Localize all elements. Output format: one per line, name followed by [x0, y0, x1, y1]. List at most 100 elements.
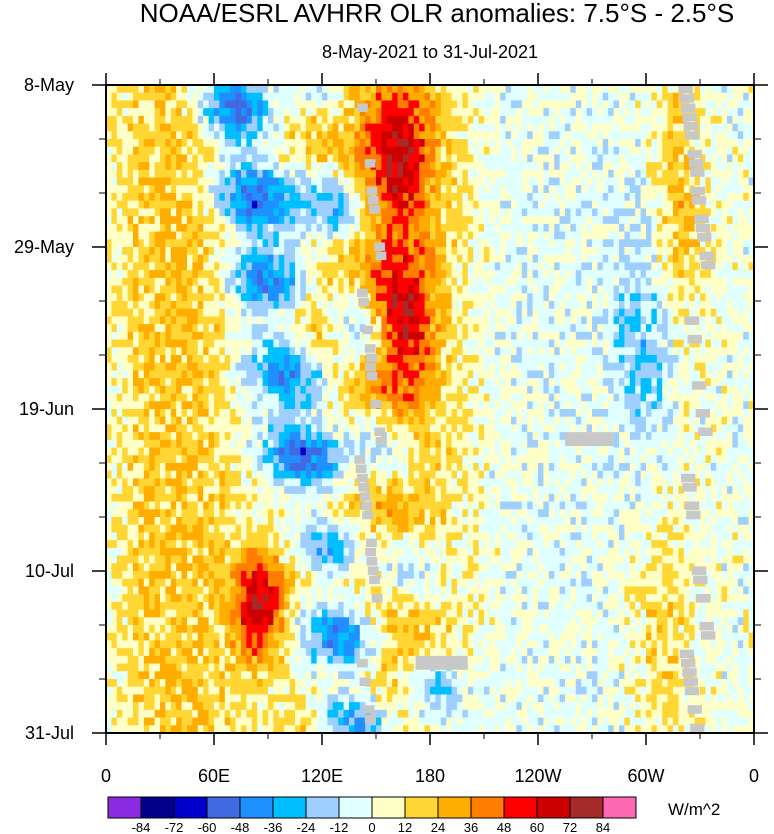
heatmap-cell: [386, 169, 393, 179]
heatmap-cell: [451, 162, 458, 171]
heatmap-cell: [440, 231, 447, 240]
heatmap-cell: [143, 139, 150, 148]
heatmap-cell: [624, 92, 631, 102]
heatmap-cell: [678, 316, 685, 325]
heatmap-cell: [322, 223, 328, 233]
heatmap-cell: [527, 239, 534, 248]
heatmap-cell: [230, 277, 237, 287]
heatmap-cell: [543, 193, 550, 202]
heatmap-cell: [262, 370, 269, 379]
heatmap-cell: [721, 293, 728, 302]
heatmap-cell: [305, 92, 312, 102]
heatmap-cell: [511, 293, 517, 302]
heatmap-cell: [565, 162, 571, 171]
heatmap-cell: [176, 347, 183, 356]
heatmap-cell: [716, 223, 723, 233]
heatmap-cell: [451, 378, 458, 387]
heatmap-cell: [581, 100, 588, 109]
heatmap-cell: [683, 308, 690, 318]
heatmap-cell: [673, 108, 679, 117]
heatmap-cell: [489, 139, 496, 148]
heatmap-cell: [208, 208, 215, 217]
heatmap-cell: [716, 154, 723, 163]
heatmap-cell: [559, 193, 566, 202]
heatmap-cell: [338, 347, 345, 356]
heatmap-cell: [532, 262, 539, 271]
heatmap-cell: [187, 378, 193, 387]
heatmap-cell: [516, 301, 523, 310]
heatmap-cell: [349, 231, 355, 240]
heatmap-cell: [527, 355, 534, 364]
heatmap-cell: [143, 270, 150, 279]
heatmap-cell: [559, 331, 566, 341]
heatmap-cell: [392, 393, 399, 402]
heatmap-cell: [187, 100, 193, 109]
heatmap-cell: [149, 331, 156, 341]
heatmap-cell: [376, 193, 382, 202]
heatmap-cell: [235, 254, 242, 264]
heatmap-cell: [619, 355, 625, 364]
heatmap-cell: [667, 378, 674, 387]
heatmap-cell: [365, 154, 372, 163]
heatmap-cell: [381, 262, 388, 271]
heatmap-cell: [548, 154, 555, 163]
heatmap-cell: [646, 185, 652, 194]
heatmap-cell: [532, 362, 539, 372]
heatmap-cell: [289, 239, 296, 248]
heatmap-cell: [484, 193, 490, 202]
heatmap-cell: [214, 162, 220, 171]
heatmap-cell: [359, 339, 366, 348]
heatmap-cell: [500, 85, 507, 94]
heatmap-cell: [462, 139, 469, 148]
heatmap-cell: [176, 339, 183, 348]
heatmap-cell: [154, 270, 161, 279]
heatmap-cell: [430, 177, 436, 186]
heatmap-cell: [592, 208, 598, 217]
heatmap-cell: [467, 208, 474, 217]
heatmap-cell: [224, 216, 231, 225]
heatmap-cell: [575, 177, 582, 186]
heatmap-cell: [667, 193, 674, 202]
heatmap-cell: [629, 92, 636, 102]
heatmap-cell: [311, 208, 318, 217]
heatmap-cell: [278, 131, 285, 140]
heatmap-cell: [548, 108, 555, 117]
heatmap-cell: [710, 308, 717, 318]
heatmap-cell: [554, 177, 561, 186]
heatmap-cell: [430, 193, 436, 202]
heatmap-cell: [586, 169, 593, 179]
heatmap-cell: [511, 216, 517, 225]
heatmap-cell: [575, 131, 582, 140]
heatmap-cell: [311, 347, 318, 356]
heatmap-cell: [570, 285, 577, 294]
heatmap-cell: [143, 131, 150, 140]
heatmap-cell: [646, 108, 652, 117]
heatmap-cell: [419, 208, 426, 217]
heatmap-cell: [451, 85, 458, 94]
heatmap-cell: [716, 123, 723, 132]
heatmap-cell: [521, 331, 528, 341]
heatmap-cell: [376, 385, 382, 395]
heatmap-cell: [511, 177, 517, 186]
heatmap-cell: [116, 231, 123, 240]
heatmap-cell: [349, 123, 355, 132]
heatmap-cell: [635, 247, 642, 256]
heatmap-cell: [457, 370, 463, 379]
heatmap-cell: [683, 200, 690, 210]
heatmap-cell: [646, 208, 652, 217]
heatmap-cell: [592, 331, 598, 341]
heatmap-cell: [683, 185, 690, 194]
heatmap-cell: [343, 131, 350, 140]
heatmap-cell: [111, 185, 118, 194]
heatmap-cell: [457, 331, 463, 341]
heatmap-cell: [446, 108, 453, 117]
heatmap-cell: [430, 200, 436, 210]
heatmap-cell: [446, 239, 453, 248]
heatmap-cell: [408, 355, 415, 364]
heatmap-cell: [143, 185, 150, 194]
heatmap-cell: [538, 393, 544, 402]
heatmap-cell: [716, 347, 723, 356]
heatmap-cell: [581, 277, 588, 287]
heatmap-cell: [219, 270, 226, 279]
heatmap-cell: [516, 208, 523, 217]
